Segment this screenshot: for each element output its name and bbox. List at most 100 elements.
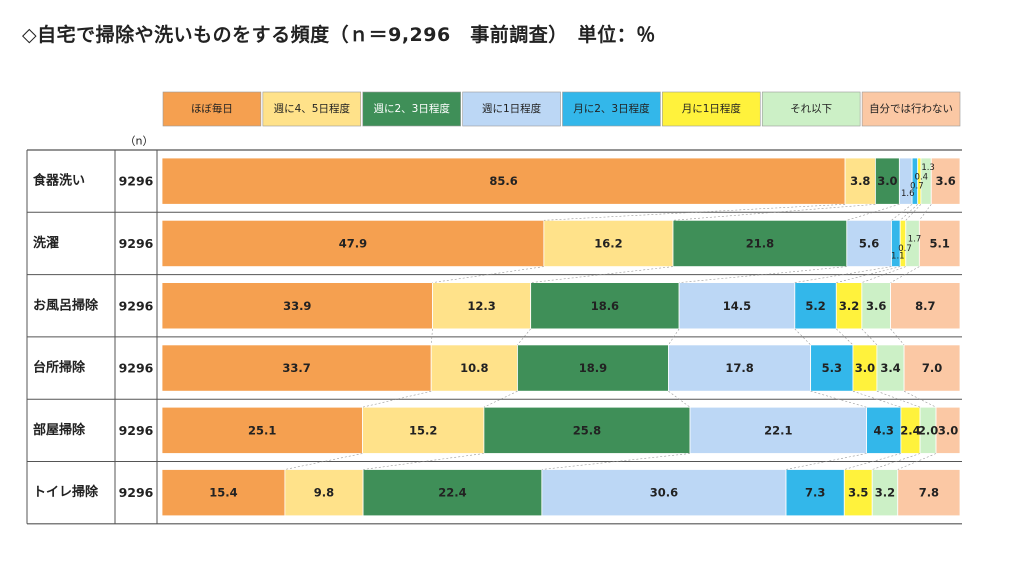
bar-segment <box>861 282 891 330</box>
data-label: 85.6 <box>489 174 517 188</box>
data-label: 21.8 <box>746 236 774 250</box>
connector-line <box>890 328 905 346</box>
n-value: 9296 <box>119 298 154 313</box>
connector-line <box>810 390 867 408</box>
data-label: 8.7 <box>915 299 935 313</box>
data-label: 18.9 <box>579 361 607 375</box>
bar-segment <box>897 469 961 517</box>
data-label: 18.6 <box>591 299 619 313</box>
connector-line <box>517 328 531 346</box>
legend-swatch <box>861 91 961 127</box>
bar-segment <box>161 469 286 517</box>
data-label: 3.6 <box>866 299 886 313</box>
legend-label: 週に2、3日程度 <box>374 102 451 115</box>
legend-label: それ以下 <box>790 103 832 115</box>
data-label-small: 1.6 <box>901 189 915 199</box>
bar-segment <box>362 469 543 517</box>
connector-line <box>284 453 363 470</box>
data-label: 25.1 <box>248 423 276 437</box>
category-label: お風呂掃除 <box>33 297 99 313</box>
n-value: 9296 <box>119 174 154 189</box>
bar-segment <box>930 157 961 205</box>
n-value: 9296 <box>119 361 154 376</box>
connector-line <box>672 204 876 221</box>
bar-segment <box>890 282 961 330</box>
bar-segment <box>678 282 796 330</box>
bar-segment <box>871 469 899 517</box>
data-label: 3.2 <box>875 486 895 500</box>
data-label: 10.8 <box>460 361 488 375</box>
connector-line <box>430 328 433 345</box>
bar-segment <box>794 282 837 330</box>
bar-segment <box>483 406 691 454</box>
data-label: 3.0 <box>877 174 897 188</box>
bar-segment <box>672 219 848 268</box>
legend-swatch <box>162 91 262 127</box>
bar-segment <box>835 282 863 330</box>
connector-line <box>432 266 544 283</box>
connector-line <box>363 453 484 470</box>
bar-segment <box>432 282 532 330</box>
data-label: 12.3 <box>467 299 495 313</box>
chart-title: ◇自宅で掃除や洗いものをする頻度（ｎ＝9,296 事前調査） 単位：％ <box>22 24 656 46</box>
connector-line <box>844 453 901 470</box>
data-label-small: 1.3 <box>921 163 935 173</box>
bar-segment <box>903 344 961 392</box>
legend-swatch <box>662 91 761 127</box>
category-label: 部屋掃除 <box>33 422 86 438</box>
data-label-small: 0.7 <box>910 182 924 192</box>
data-label: 3.0 <box>938 423 958 437</box>
data-label: 5.1 <box>929 236 949 250</box>
data-label: 3.2 <box>839 299 859 313</box>
bar-segment <box>785 469 845 517</box>
data-label: 7.8 <box>919 486 939 500</box>
legend-swatch <box>562 91 661 127</box>
data-label: 3.6 <box>935 174 955 188</box>
data-label: 16.2 <box>594 236 622 250</box>
bar-segment <box>918 219 961 268</box>
data-label: 15.2 <box>409 423 437 437</box>
category-label: 洗濯 <box>33 235 59 251</box>
bar-segment <box>866 406 902 454</box>
connector-line <box>919 204 932 221</box>
connector-line <box>794 266 892 283</box>
data-label: 2.4 <box>900 423 920 437</box>
data-label: 22.1 <box>764 423 792 437</box>
connector-line <box>668 328 680 346</box>
n-value: 9296 <box>119 485 154 500</box>
connector-line <box>903 390 937 408</box>
data-label: 17.8 <box>725 361 753 375</box>
category-label: 食器洗い <box>33 173 85 189</box>
connector-line <box>846 204 900 221</box>
category-label: 台所掃除 <box>33 360 86 376</box>
bar-segment <box>541 469 787 517</box>
bar-segment <box>689 406 867 454</box>
connector-line <box>668 390 691 408</box>
connector-line <box>836 266 901 283</box>
bar-segment <box>161 344 432 392</box>
bar-segment <box>161 406 363 454</box>
data-label: 33.9 <box>283 299 311 313</box>
connector-line <box>890 266 920 283</box>
n-column-header: （n） <box>125 135 154 148</box>
data-label: 25.8 <box>573 423 601 437</box>
category-label: トイレ掃除 <box>33 484 99 500</box>
bar-segment <box>844 157 876 205</box>
legend-swatch <box>262 91 362 127</box>
connector-line <box>852 390 901 408</box>
data-label: 3.4 <box>880 361 900 375</box>
connector-line <box>891 204 913 221</box>
bar-segment <box>284 469 364 517</box>
data-label-small: 0.4 <box>915 172 929 182</box>
data-label: 5.6 <box>859 236 879 250</box>
data-label: 4.3 <box>874 423 894 437</box>
bar-segment <box>517 344 669 392</box>
bar-segment <box>668 344 812 392</box>
connector-line <box>897 453 937 470</box>
connector-line <box>541 453 691 470</box>
data-label: 14.5 <box>723 299 751 313</box>
data-label-small: 1.7 <box>908 235 922 245</box>
data-label: 3.8 <box>850 174 870 188</box>
data-label: 47.9 <box>339 236 367 250</box>
